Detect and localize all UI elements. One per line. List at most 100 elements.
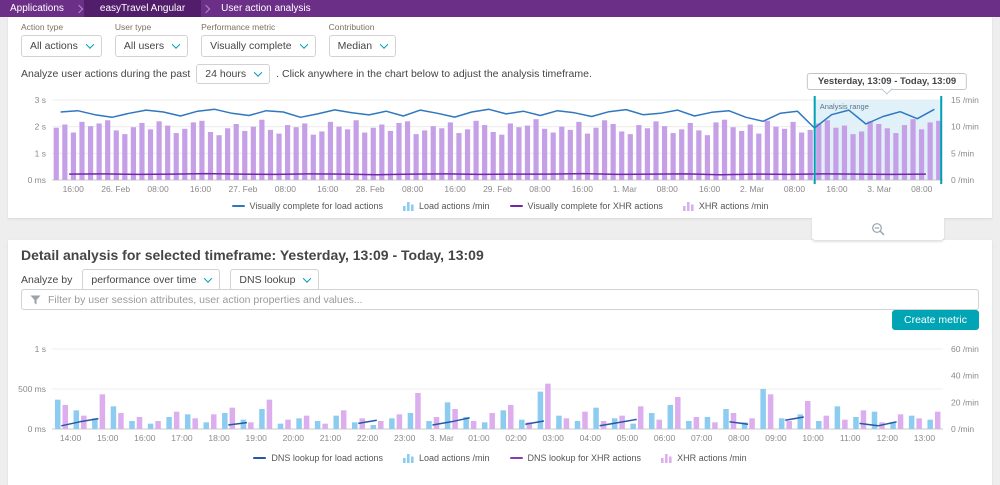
bar xyxy=(885,128,890,180)
x-axis-label: 14:00 xyxy=(60,433,82,443)
breadcrumb: Applications easyTravel Angular User act… xyxy=(0,0,1000,17)
metric-value: DNS lookup xyxy=(239,274,295,286)
bar xyxy=(371,128,376,180)
chevron-down-icon xyxy=(303,274,311,282)
chevron-down-icon xyxy=(380,40,388,48)
bar xyxy=(850,134,855,180)
bar xyxy=(118,413,124,429)
legend-item[interactable]: Visually complete for load actions xyxy=(232,200,383,211)
bar xyxy=(916,418,922,429)
bar xyxy=(448,122,453,180)
y-axis-right-label: 0 /min xyxy=(951,175,974,185)
x-axis-label: 11:00 xyxy=(840,433,861,443)
bar xyxy=(315,421,321,429)
legend-item[interactable]: XHR actions /min xyxy=(661,452,747,463)
legend-item[interactable]: DNS lookup for load actions xyxy=(253,452,383,463)
bar xyxy=(649,413,655,429)
x-axis-label: 08:00 xyxy=(275,184,297,194)
chevron-down-icon xyxy=(86,40,94,48)
bar xyxy=(551,133,556,180)
bar xyxy=(471,421,477,429)
bar xyxy=(431,126,436,180)
bar xyxy=(868,121,873,180)
bar xyxy=(816,123,821,180)
bar xyxy=(630,424,636,429)
bar xyxy=(389,418,395,429)
x-axis-label: 16:00 xyxy=(317,184,339,194)
x-axis-label: 3. Mar xyxy=(867,184,891,194)
bar xyxy=(336,127,341,180)
bar xyxy=(174,133,179,180)
analyze-by-select[interactable]: performance over time xyxy=(82,269,220,291)
bar xyxy=(465,129,470,180)
bar xyxy=(155,421,161,429)
x-axis-label: 08:00 xyxy=(147,184,169,194)
x-axis-label: 10:00 xyxy=(802,433,824,443)
bar xyxy=(602,120,607,180)
bar xyxy=(636,125,641,180)
metric-select[interactable]: DNS lookup xyxy=(230,269,319,291)
x-axis-label: 19:00 xyxy=(246,433,268,443)
legend-item[interactable]: DNS lookup for XHR actions xyxy=(510,452,642,463)
performance-metric-label: Performance metric xyxy=(201,22,316,32)
x-axis-label: 16:00 xyxy=(444,184,466,194)
chevron-down-icon xyxy=(172,40,180,48)
breadcrumb-applications[interactable]: Applications xyxy=(0,0,74,17)
bar xyxy=(722,120,727,180)
bar xyxy=(97,123,102,180)
bar xyxy=(473,121,478,180)
bar xyxy=(482,125,487,180)
bar xyxy=(765,121,770,180)
legend-item[interactable]: Load actions /min xyxy=(403,200,490,211)
session-filter-input[interactable] xyxy=(21,289,979,310)
legend-item[interactable]: XHR actions /min xyxy=(683,200,769,211)
bar xyxy=(88,126,93,180)
bar xyxy=(199,121,204,180)
bar xyxy=(559,127,564,180)
performance-metric-select[interactable]: Visually complete xyxy=(201,35,316,57)
bar xyxy=(705,135,710,180)
bar xyxy=(928,122,933,180)
detail-panel: Detail analysis for selected timeframe: … xyxy=(8,240,992,485)
legend-item[interactable]: Load actions /min xyxy=(403,452,490,463)
bar xyxy=(533,119,538,180)
x-axis-label: 27. Feb xyxy=(229,184,258,194)
contribution-select[interactable]: Median xyxy=(329,35,396,57)
user-type-select[interactable]: All users xyxy=(115,35,188,57)
bar xyxy=(556,416,562,429)
bar xyxy=(54,128,59,180)
bar xyxy=(713,122,718,180)
zoom-out-icon[interactable] xyxy=(871,222,886,237)
create-metric-button[interactable]: Create metric xyxy=(892,310,979,330)
line-series xyxy=(69,174,926,175)
detail-chart[interactable]: 1 s500 ms0 ms60 /min40 /min20 /min0 /min… xyxy=(8,336,992,448)
bar xyxy=(712,422,718,429)
x-axis-label: 3. Mar xyxy=(430,433,454,443)
bar xyxy=(902,125,907,180)
action-type-select[interactable]: All actions xyxy=(21,35,102,57)
bar xyxy=(876,124,881,180)
legend-item[interactable]: Visually complete for XHR actions xyxy=(510,200,663,211)
bar xyxy=(893,133,898,180)
bar xyxy=(74,410,80,429)
chevron-down-icon xyxy=(299,40,307,48)
detail-chart-legend: DNS lookup for load actions Load actions … xyxy=(8,452,992,463)
bar xyxy=(182,129,187,180)
bar xyxy=(354,120,359,180)
legend-label: DNS lookup for load actions xyxy=(271,453,383,463)
bar xyxy=(397,414,403,429)
analyze-by-label: Analyze by xyxy=(21,274,72,286)
timeframe-select[interactable]: 24 hours xyxy=(196,64,270,84)
x-axis-label: 20:00 xyxy=(283,433,305,443)
selection-zoom-panel[interactable] xyxy=(812,218,944,240)
bar xyxy=(204,422,210,429)
breadcrumb-current-page: User action analysis xyxy=(211,0,320,17)
bar xyxy=(593,408,599,429)
overview-chart[interactable]: 3 s2 s1 s0 ms15 /min10 /min5 /min0 /minA… xyxy=(8,87,992,199)
bar xyxy=(79,122,84,180)
bar xyxy=(671,133,676,180)
bar xyxy=(166,417,172,429)
legend-label: Load actions /min xyxy=(419,453,490,463)
bar xyxy=(694,417,700,429)
breadcrumb-application-name[interactable]: easyTravel Angular xyxy=(84,0,201,17)
